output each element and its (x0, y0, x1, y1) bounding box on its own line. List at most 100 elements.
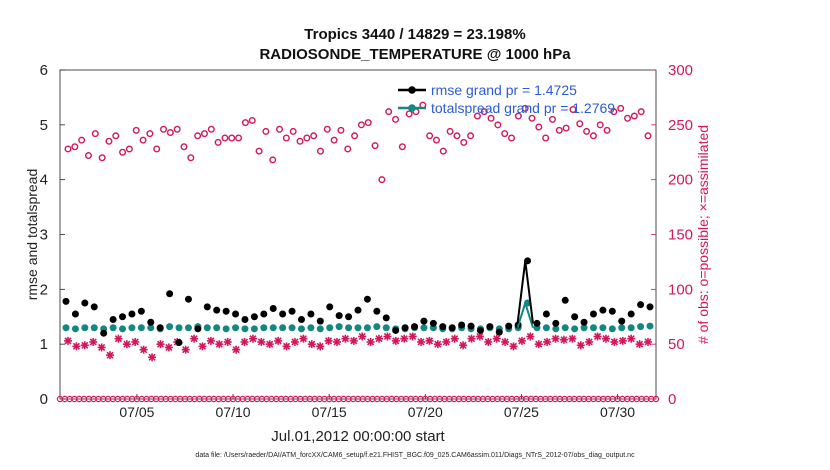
totalspread-point (363, 324, 371, 332)
assimilated-obs-point (442, 337, 451, 346)
totalspread-point (589, 324, 597, 332)
assimilated-obs-point (349, 336, 358, 345)
rmse-point (316, 317, 324, 325)
rmse-point (260, 310, 268, 318)
assimilated-obs-point (299, 334, 308, 343)
x-tick-label: 07/10 (216, 404, 251, 420)
possible-obs-point (562, 124, 570, 132)
totalspread-point (203, 324, 211, 332)
possible-obs-point (610, 108, 618, 116)
rmse-point (571, 313, 579, 321)
possible-obs-point (392, 115, 400, 123)
possible-obs-point (467, 132, 475, 140)
possible-obs-point (432, 136, 440, 144)
assimilated-obs-point (156, 340, 165, 349)
rmse-point (156, 324, 164, 332)
possible-obs-point (555, 126, 563, 134)
y-tick-label: 2 (40, 281, 48, 298)
assimilated-obs-point (576, 341, 585, 350)
possible-obs-point (514, 112, 522, 120)
x-tick-label: 07/30 (600, 404, 635, 420)
possible-obs-point (351, 132, 359, 140)
rmse-point (505, 322, 513, 330)
assimilated-obs-point (383, 332, 392, 341)
rmse-point (420, 317, 428, 325)
possible-obs-point (262, 127, 270, 135)
possible-obs-point (91, 130, 99, 138)
rmse-point (184, 295, 192, 303)
totalspread-point (316, 325, 324, 333)
rmse-point (269, 305, 277, 313)
possible-obs-point (228, 134, 236, 142)
possible-obs-point (398, 143, 406, 151)
possible-obs-point (303, 134, 311, 142)
possible-obs-point (323, 125, 331, 133)
totalspread-point (288, 324, 296, 332)
assimilated-obs-point (358, 332, 367, 341)
assimilated-obs-point (492, 334, 501, 343)
rmse-point (297, 315, 305, 323)
possible-obs-point (630, 112, 638, 120)
totalspread-point (119, 325, 127, 333)
totalspread-point (599, 324, 607, 332)
totalspread-point (335, 323, 343, 331)
rmse-point (476, 326, 484, 334)
rmse-point (561, 296, 569, 304)
assimilated-obs-point (585, 337, 594, 346)
possible-obs-point (105, 137, 113, 145)
rmse-point (194, 325, 202, 333)
assimilated-obs-point (265, 340, 274, 349)
totalspread-point (250, 325, 258, 333)
assimilated-obs-point (332, 337, 341, 346)
rmse-point (147, 318, 155, 326)
totalspread-point (184, 324, 192, 332)
rmse-point (363, 295, 371, 303)
rmse-point (533, 319, 541, 327)
totalspread-point (175, 324, 183, 332)
possible-obs-point (494, 121, 502, 129)
totalspread-point (608, 325, 616, 333)
possible-obs-point (480, 108, 488, 116)
assimilated-obs-point (215, 340, 224, 349)
possible-obs-point (98, 154, 106, 162)
possible-obs-point (405, 110, 413, 118)
rmse-point (279, 310, 287, 318)
totalspread-point (213, 324, 221, 332)
possible-obs-point (146, 130, 154, 138)
possible-obs-point (296, 137, 304, 145)
rmse-point (618, 317, 626, 325)
rmse-point (382, 314, 390, 322)
rmse-point (495, 328, 503, 336)
rmse-point (599, 306, 607, 314)
possible-obs-point (78, 136, 86, 144)
y-tick-label: 6 (40, 62, 48, 79)
possible-obs-point (71, 143, 79, 151)
possible-obs-point (528, 114, 536, 122)
possible-obs-point (501, 130, 509, 138)
possible-obs-point (289, 127, 297, 135)
possible-obs-point (119, 148, 127, 156)
assimilated-obs-point (568, 334, 577, 343)
possible-obs-point (316, 147, 324, 155)
totalspread-point (166, 323, 174, 331)
rmse-point (232, 310, 240, 318)
assimilated-obs-point (198, 342, 207, 351)
y2-tick-label: 50 (668, 336, 685, 353)
assimilated-obs-point (484, 337, 493, 346)
possible-obs-point (535, 123, 543, 131)
possible-obs-point (589, 132, 597, 140)
possible-obs-point (153, 145, 161, 153)
assimilated-obs-point (274, 336, 283, 345)
assimilated-obs-point (509, 342, 518, 351)
rmse-point (307, 310, 315, 318)
assimilated-obs-point (257, 337, 266, 346)
y2-tick-label: 250 (668, 117, 693, 134)
x-axis-label: Jul.01,2012 00:00:00 start (271, 428, 445, 445)
x-tick-label: 07/05 (119, 404, 154, 420)
assimilated-obs-point (316, 342, 325, 351)
y-tick-label: 1 (40, 336, 48, 353)
assimilated-obs-point (248, 334, 257, 343)
assimilated-obs-point (534, 340, 543, 349)
assimilated-obs-point (72, 342, 81, 351)
assimilated-obs-point (148, 353, 157, 362)
